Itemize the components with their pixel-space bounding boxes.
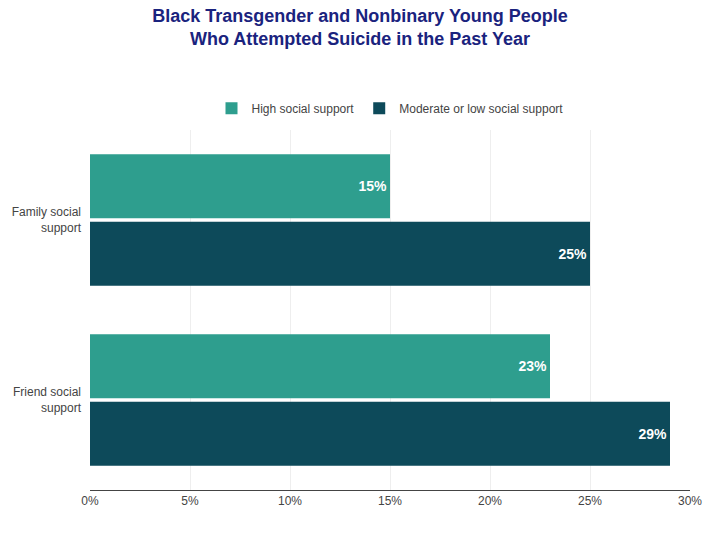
svg-text:20%: 20%	[478, 494, 502, 508]
svg-text:High social support: High social support	[252, 102, 355, 116]
svg-text:Moderate or low social support: Moderate or low social support	[399, 102, 563, 116]
svg-text:0%: 0%	[81, 494, 99, 508]
svg-text:25%: 25%	[578, 494, 602, 508]
svg-text:15%: 15%	[378, 494, 402, 508]
svg-text:5%: 5%	[181, 494, 199, 508]
svg-text:10%: 10%	[278, 494, 302, 508]
svg-text:29%: 29%	[638, 426, 667, 442]
svg-text:25%: 25%	[558, 246, 587, 262]
svg-text:Family socialsupport: Family socialsupport	[12, 205, 82, 235]
svg-text:15%: 15%	[358, 178, 387, 194]
svg-text:Friend socialsupport: Friend socialsupport	[13, 385, 82, 415]
svg-text:23%: 23%	[518, 358, 547, 374]
svg-text:30%: 30%	[678, 494, 702, 508]
svg-text:Black Transgender and Nonbinar: Black Transgender and Nonbinary Young Pe…	[152, 6, 567, 49]
